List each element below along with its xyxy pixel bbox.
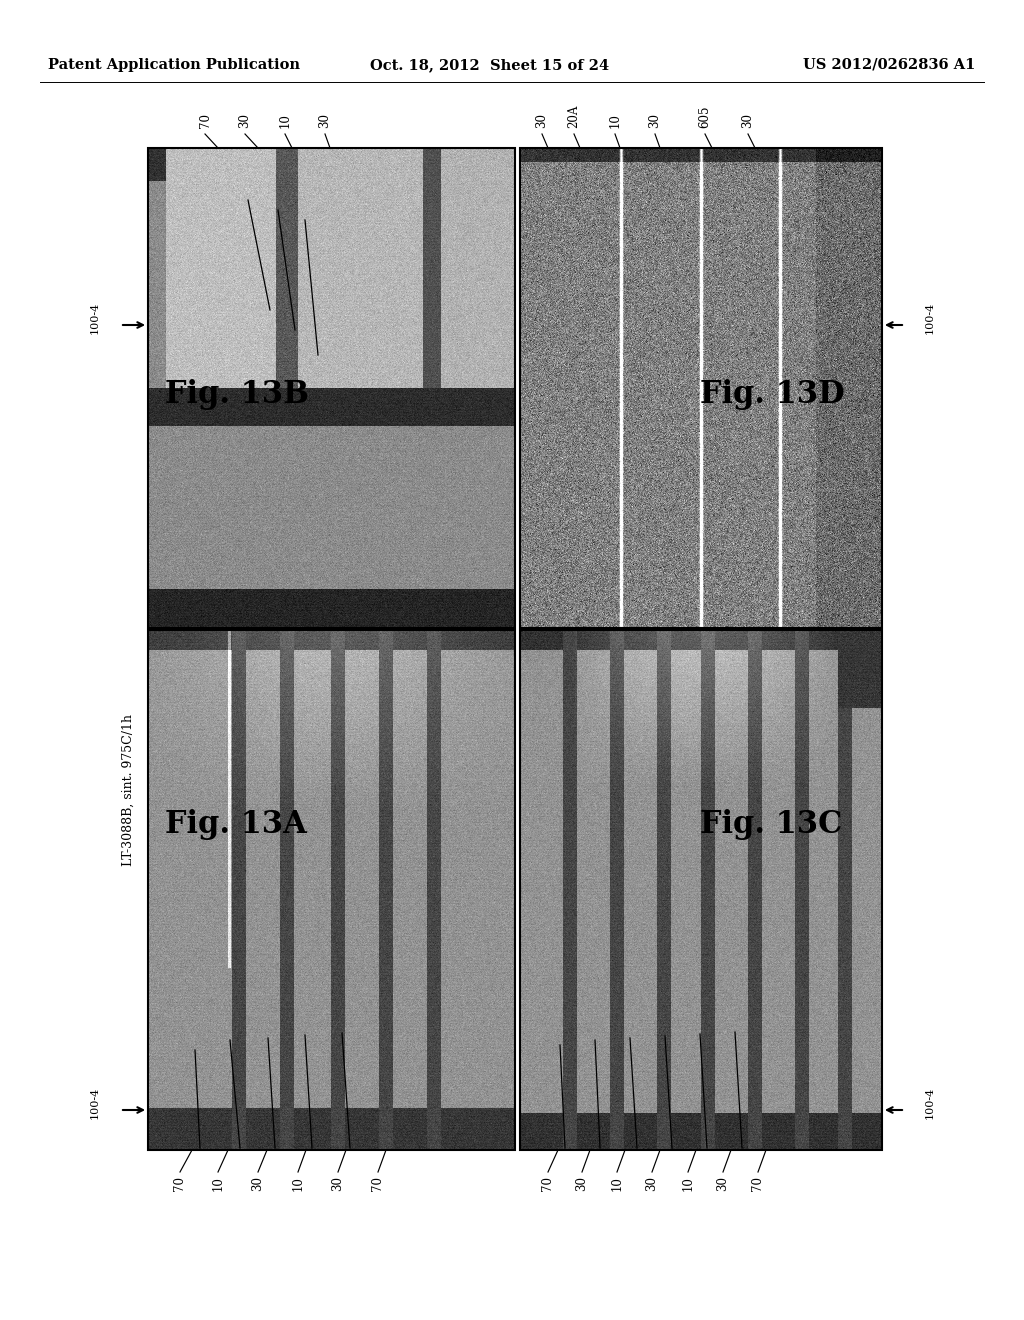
Text: 10: 10: [608, 114, 622, 128]
Text: Fig. 13B: Fig. 13B: [165, 380, 309, 411]
Text: US 2012/0262836 A1: US 2012/0262836 A1: [803, 58, 975, 73]
Text: 10: 10: [292, 1176, 304, 1191]
Text: Oct. 18, 2012  Sheet 15 of 24: Oct. 18, 2012 Sheet 15 of 24: [371, 58, 609, 73]
Text: 30: 30: [332, 1176, 344, 1191]
Text: 30: 30: [575, 1176, 589, 1191]
Text: 30: 30: [741, 114, 755, 128]
Text: 70: 70: [752, 1176, 765, 1191]
Text: Fig. 13D: Fig. 13D: [700, 380, 845, 411]
Bar: [148, 630, 515, 1150]
Text: 70: 70: [173, 1176, 186, 1191]
Text: 10: 10: [610, 1176, 624, 1191]
Text: 100-4: 100-4: [90, 302, 100, 334]
Text: 10: 10: [279, 114, 292, 128]
Text: 30: 30: [318, 114, 332, 128]
Text: 10: 10: [682, 1176, 694, 1191]
Bar: [520, 148, 882, 628]
Text: 20A: 20A: [567, 104, 581, 128]
Text: 30: 30: [645, 1176, 658, 1191]
Text: 100-4: 100-4: [925, 1086, 935, 1119]
Text: LT-3088B, sint. 975C/1h: LT-3088B, sint. 975C/1h: [122, 714, 134, 866]
Text: 30: 30: [252, 1176, 264, 1191]
Bar: [520, 630, 882, 1150]
Text: 30: 30: [536, 114, 549, 128]
Text: 100-4: 100-4: [90, 1086, 100, 1119]
Text: 70: 70: [372, 1176, 384, 1191]
Text: Fig. 13A: Fig. 13A: [165, 809, 307, 841]
Text: 100-4: 100-4: [925, 302, 935, 334]
Text: Fig. 13C: Fig. 13C: [700, 809, 843, 841]
Bar: [148, 148, 515, 628]
Text: 30: 30: [239, 114, 252, 128]
Text: 70: 70: [199, 114, 212, 128]
Text: 10: 10: [212, 1176, 224, 1191]
Text: Patent Application Publication: Patent Application Publication: [48, 58, 300, 73]
Text: 605: 605: [698, 106, 712, 128]
Text: 30: 30: [648, 114, 662, 128]
Text: 70: 70: [542, 1176, 555, 1191]
Text: 30: 30: [717, 1176, 729, 1191]
